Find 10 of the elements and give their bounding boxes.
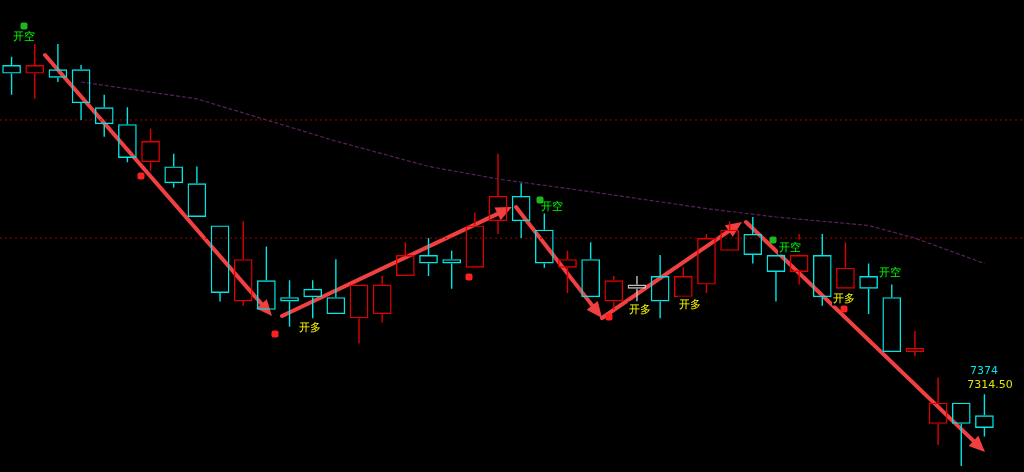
- annotation: 开空: [540, 198, 564, 214]
- annotation: 7314.50: [966, 377, 1014, 391]
- annotation: 7374: [969, 363, 999, 377]
- annotation: 开多: [832, 290, 856, 306]
- annotation: 开多: [298, 319, 322, 335]
- annotation: 开多: [628, 301, 652, 317]
- annotation: 开空: [778, 239, 802, 255]
- annotation: 开多: [678, 296, 702, 312]
- text: 开空: [12, 28, 36, 44]
- annotation: 开空: [878, 264, 902, 280]
